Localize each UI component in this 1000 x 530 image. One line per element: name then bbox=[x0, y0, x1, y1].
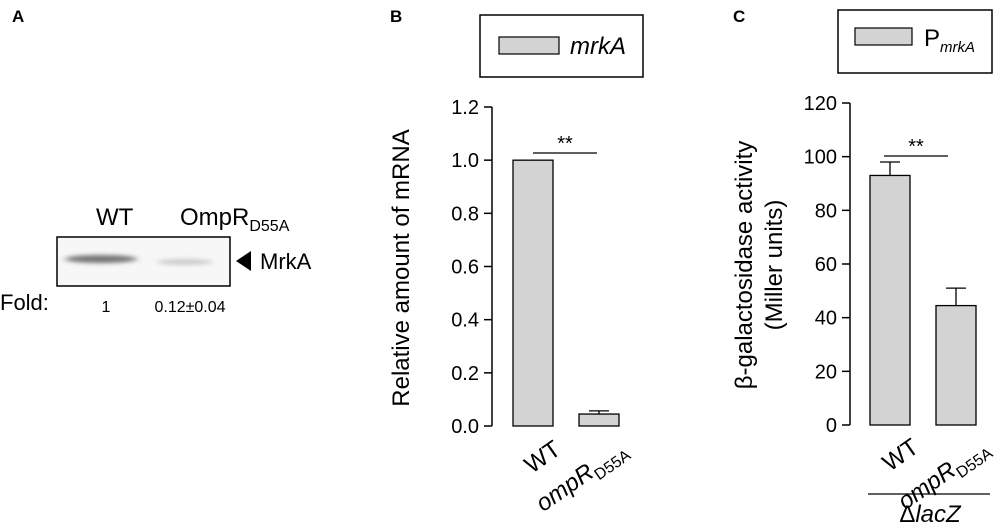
y-axis-label-c-line1: β-galactosidase activity bbox=[731, 141, 758, 390]
bars-b bbox=[512, 159, 620, 427]
bar-b-0 bbox=[512, 159, 554, 427]
legend-c-text-sub: mrkA bbox=[940, 39, 975, 56]
legend-c-text: PmrkA bbox=[924, 25, 975, 56]
y-tick-label-c-4: 80 bbox=[815, 200, 837, 222]
panel-c: C PmrkA β-galactosidase activity (Miller… bbox=[731, 7, 996, 528]
band-arrow-icon bbox=[236, 251, 251, 271]
legend-c-swatch bbox=[854, 27, 913, 46]
panel-b: B mrkA Relative amount of mRNA 0.0 0.2 0.4… bbox=[388, 7, 644, 517]
x-label-b-wt: WT bbox=[520, 435, 566, 479]
y-tick-label-b-3: 0.6 bbox=[451, 257, 479, 279]
fold-value-wt: 1 bbox=[102, 299, 111, 316]
y-tick-label-b-4: 0.8 bbox=[451, 203, 479, 225]
significance-stars-b: ** bbox=[557, 133, 573, 155]
significance-stars-c: ** bbox=[908, 136, 924, 158]
y-ticks-b: 0.0 0.2 0.4 0.6 0.8 1.0 1.2 bbox=[451, 97, 492, 438]
y-tick-label-b-2: 0.4 bbox=[451, 310, 479, 332]
y-tick-label-c-5: 100 bbox=[804, 147, 837, 169]
legend-b: mrkA bbox=[479, 14, 644, 78]
panel-b-label: B bbox=[390, 7, 402, 26]
panel-c-label: C bbox=[733, 7, 745, 26]
group-label-delta: Δ bbox=[899, 501, 915, 528]
x-label-b-ompr-sub: D55A bbox=[592, 447, 635, 484]
bar-c-0 bbox=[869, 174, 911, 426]
lane-label-wt: WT bbox=[96, 204, 134, 231]
significance-c: ** bbox=[884, 136, 948, 158]
y-tick-label-b-1: 0.2 bbox=[451, 363, 479, 385]
legend-b-text: mrkA bbox=[570, 33, 626, 60]
y-tick-label-b-5: 1.0 bbox=[451, 150, 479, 172]
blot-band-wt bbox=[65, 255, 137, 263]
blot-band-ompr bbox=[157, 259, 213, 265]
bar-c-1 bbox=[935, 304, 977, 426]
x-label-c-wt-text: WT bbox=[878, 433, 924, 477]
band-label: MrkA bbox=[260, 249, 312, 274]
y-axis-label-b: Relative amount of mRNA bbox=[388, 129, 415, 406]
bar-b-1 bbox=[578, 413, 620, 427]
x-label-c-ompr-sub: D55A bbox=[954, 445, 997, 482]
lane-label-ompr: OmpRD55A bbox=[180, 204, 290, 235]
y-tick-label-c-6: 120 bbox=[804, 93, 837, 115]
legend-c-text-main: P bbox=[924, 25, 940, 52]
lane-label-ompr-main: OmpR bbox=[180, 204, 249, 231]
y-ticks-c: 0 20 40 60 80 100 120 bbox=[804, 93, 850, 437]
fold-value-ompr: 0.12±0.04 bbox=[154, 299, 225, 316]
y-axis-label-c-line2: (Miller units) bbox=[761, 200, 788, 331]
western-blot bbox=[56, 236, 231, 287]
x-label-c-wt: WT bbox=[878, 433, 924, 477]
y-tick-label-b-6: 1.2 bbox=[451, 97, 479, 119]
fold-label: Fold: bbox=[0, 290, 49, 315]
y-tick-label-b-0: 0.0 bbox=[451, 416, 479, 438]
y-tick-label-c-1: 20 bbox=[815, 361, 837, 383]
legend-b-swatch bbox=[498, 36, 560, 55]
lane-label-ompr-sub: D55A bbox=[249, 218, 289, 235]
group-label: ΔlacZ bbox=[899, 501, 962, 528]
bars-c bbox=[869, 161, 977, 426]
y-tick-label-c-3: 60 bbox=[815, 254, 837, 276]
significance-b: ** bbox=[533, 133, 597, 155]
x-label-b-wt-text: WT bbox=[520, 435, 566, 479]
group-label-gene: lacZ bbox=[915, 501, 962, 528]
legend-c: PmrkA bbox=[837, 9, 993, 74]
panel-a: A WT OmpRD55A MrkA Fold: 1 0.12±0.04 bbox=[0, 7, 312, 316]
y-tick-label-c-0: 0 bbox=[826, 415, 837, 437]
panel-a-label: A bbox=[12, 7, 24, 26]
y-tick-label-c-2: 40 bbox=[815, 308, 837, 330]
